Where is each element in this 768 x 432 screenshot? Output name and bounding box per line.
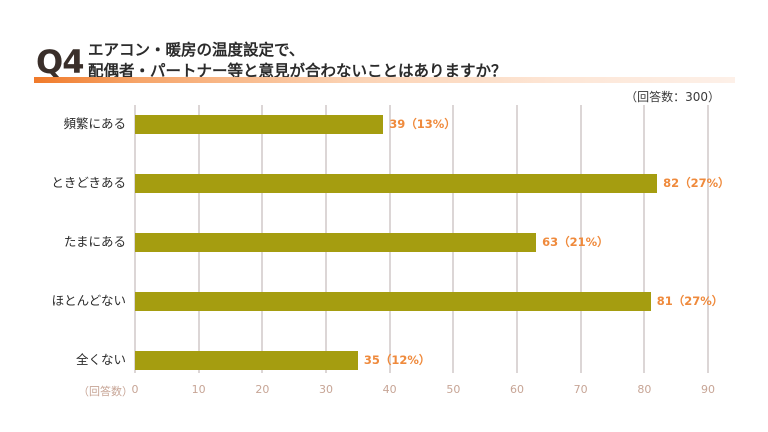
- bar: [135, 350, 358, 370]
- chart-title: エアコン・暖房の温度設定で、 配偶者・パートナー等と意見が合わないことはあります…: [88, 40, 507, 82]
- value-label: 39（13%）: [389, 116, 456, 131]
- x-tick-label: 60: [510, 383, 524, 396]
- category-label: ほとんどない: [51, 293, 126, 308]
- bar: [135, 173, 658, 193]
- bar: [135, 232, 537, 252]
- x-tick-label: 50: [446, 383, 461, 396]
- value-label: 35（12%）: [363, 352, 431, 367]
- title-underline-gradient: [34, 77, 735, 83]
- x-tick-label: 30: [319, 383, 333, 396]
- value-label: 81（27%）: [656, 293, 724, 308]
- bar: [135, 291, 651, 311]
- category-label: 全くない: [75, 352, 126, 367]
- title-line-1: エアコン・暖房の温度設定で、: [88, 41, 305, 59]
- gridline: [579, 105, 582, 373]
- category-label: 頻繁にある: [63, 116, 126, 131]
- x-tick-label: 90: [701, 383, 715, 396]
- x-tick-label: 10: [191, 383, 206, 396]
- x-tick-label: 70: [573, 383, 588, 396]
- value-label: 63（21%）: [542, 234, 609, 249]
- category-label: ときどきある: [51, 175, 126, 190]
- gridline: [707, 105, 709, 373]
- bar: [135, 114, 384, 134]
- sample-size-label: （回答数：300）: [625, 90, 720, 104]
- x-tick-label: 20: [255, 383, 270, 396]
- value-label: 82（27%）: [663, 175, 730, 190]
- x-tick-label: 80: [637, 383, 652, 396]
- gridline: [643, 105, 646, 373]
- x-tick-label: 40: [382, 383, 397, 396]
- title-line-2: 配偶者・パートナー等と意見が合わないことはありますか？: [88, 62, 507, 80]
- x-axis-unit-label: （回答数）: [78, 385, 133, 398]
- category-label: たまにある: [63, 234, 126, 249]
- question-number: Q4: [36, 43, 84, 81]
- x-tick-label: 0: [131, 383, 139, 396]
